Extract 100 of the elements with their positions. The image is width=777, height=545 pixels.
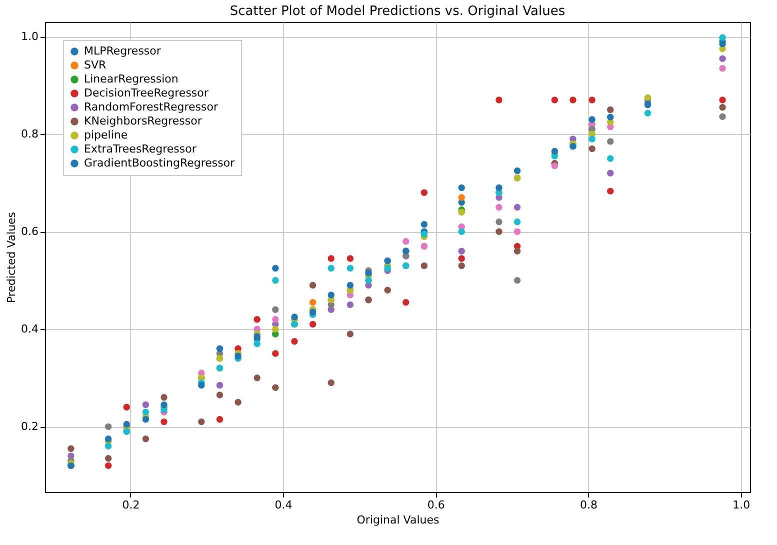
y-tick-label: 0.2 [21, 420, 38, 434]
point [216, 345, 224, 352]
point [514, 248, 521, 254]
point [68, 445, 74, 452]
legend-label: LinearRegression [84, 72, 178, 86]
point [496, 218, 502, 226]
point [272, 384, 279, 392]
point [160, 394, 168, 401]
chart-title: Scatter Plot of Model Predictions vs. Original Values [230, 4, 566, 19]
point [719, 64, 726, 72]
point [458, 184, 465, 192]
point [142, 436, 150, 442]
point [458, 194, 465, 201]
point [104, 442, 112, 450]
point [402, 298, 410, 306]
point [384, 264, 391, 272]
point [309, 298, 316, 306]
point [570, 96, 576, 104]
point [309, 320, 316, 328]
point [588, 96, 596, 104]
point [551, 96, 558, 104]
point [198, 418, 205, 426]
legend-label: MLPRegressor [84, 44, 162, 58]
point [458, 262, 465, 270]
point [346, 255, 354, 262]
point [588, 116, 596, 123]
y-tick-label: 0.6 [21, 225, 38, 238]
point [142, 408, 150, 416]
legend-label: DecisionTreeRegressor [84, 86, 209, 100]
legend-label: pipeline [84, 128, 128, 142]
point [272, 326, 279, 333]
point [551, 148, 558, 155]
point [644, 110, 652, 117]
point [514, 204, 521, 211]
y-tick-label: 0.4 [21, 322, 38, 336]
legend-label: SVR [84, 58, 107, 72]
point [420, 230, 428, 238]
point [607, 170, 614, 176]
point [588, 145, 596, 152]
point [719, 96, 726, 104]
point [496, 96, 502, 104]
point [458, 255, 465, 262]
point [160, 401, 168, 408]
y-axis-title: Predicted Values [5, 212, 18, 304]
point [719, 34, 726, 41]
point [328, 255, 334, 262]
point [719, 113, 726, 120]
point [346, 301, 354, 308]
point [644, 94, 652, 101]
point [123, 404, 130, 411]
x-tick-label: 0.6 [427, 498, 445, 512]
point [254, 340, 260, 348]
point [104, 436, 112, 442]
legend-label: GradientBoostingRegressor [84, 156, 236, 170]
point [607, 138, 614, 145]
point [514, 277, 521, 284]
point [607, 155, 614, 162]
point [420, 189, 428, 196]
point [309, 282, 316, 289]
point [104, 462, 112, 470]
y-tick-label: 0.8 [21, 128, 38, 141]
legend-label: RandomForestRegressor [84, 100, 218, 114]
point [216, 392, 224, 398]
point [719, 40, 726, 48]
x-tick-label: 0.8 [580, 498, 598, 512]
point [198, 382, 205, 389]
point [309, 308, 316, 316]
point [142, 401, 150, 408]
point [458, 248, 465, 254]
point [496, 184, 502, 192]
point [514, 218, 521, 226]
point [142, 416, 150, 423]
point [496, 228, 502, 235]
point [420, 220, 428, 228]
point [123, 420, 130, 428]
point [719, 104, 726, 111]
point [607, 188, 614, 195]
point [234, 398, 242, 406]
point [104, 423, 112, 430]
point [328, 292, 334, 298]
point [514, 228, 521, 235]
point [346, 264, 354, 272]
point [346, 330, 354, 338]
point [272, 264, 279, 272]
x-tick-label: 0.2 [122, 498, 140, 512]
point [365, 270, 372, 276]
x-tick-label: 1.0 [732, 498, 750, 512]
point [496, 204, 502, 211]
point [420, 262, 428, 270]
point [607, 106, 614, 114]
point [514, 167, 521, 174]
y-tick-label: 1.0 [21, 30, 38, 44]
point [328, 264, 334, 272]
point [291, 338, 298, 345]
point [328, 379, 334, 386]
point [402, 238, 410, 245]
point [216, 416, 224, 423]
point [272, 306, 279, 314]
point [458, 228, 465, 235]
point [607, 114, 614, 120]
